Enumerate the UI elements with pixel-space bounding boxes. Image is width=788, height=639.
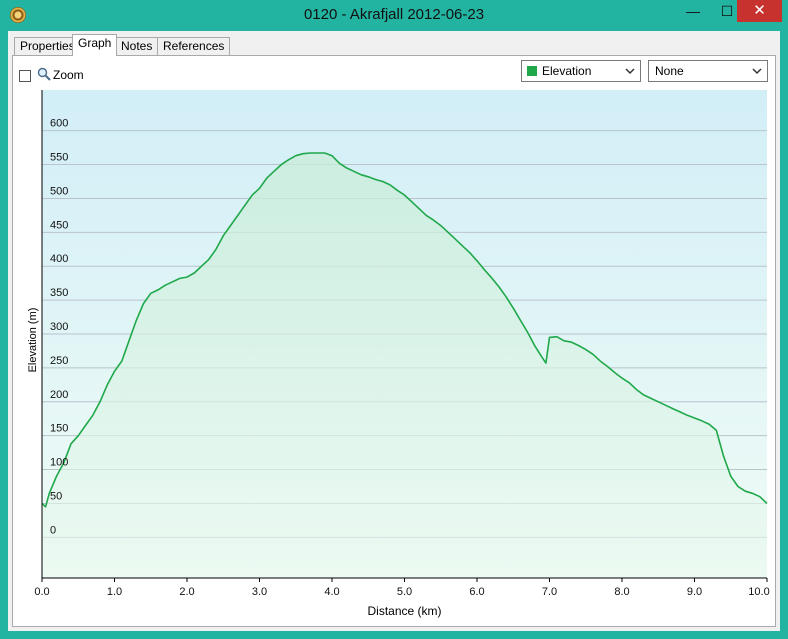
y-tick-label: 500 <box>50 185 68 197</box>
y-tick-label: 0 <box>50 524 56 536</box>
maximize-button[interactable]: ☐ <box>720 3 734 19</box>
y-tick-label: 600 <box>50 118 68 130</box>
title-bar[interactable]: 0120 - Akrafjall 2012-06-23 — ☐ ✕ <box>0 0 788 30</box>
y-tick-label: 350 <box>50 287 68 299</box>
y-tick-label: 450 <box>50 219 68 231</box>
app-logo-icon <box>10 7 26 23</box>
minimize-button[interactable]: — <box>686 3 700 19</box>
chevron-down-icon <box>752 68 762 75</box>
x-axis-label: Distance (km) <box>367 604 441 618</box>
y-tick-label: 50 <box>50 490 62 502</box>
x-tick-label: 9.0 <box>687 586 702 598</box>
elevation-color-swatch <box>527 66 537 76</box>
zoom-label: Zoom <box>53 68 84 82</box>
y-tick-label: 250 <box>50 355 68 367</box>
x-tick-label: 8.0 <box>614 586 629 598</box>
window-title: 0120 - Akrafjall 2012-06-23 <box>303 6 485 23</box>
y-tick-label: 400 <box>50 253 68 265</box>
elevation-area <box>42 153 767 578</box>
primary-series-value: Elevation <box>542 64 592 78</box>
magnifier-icon <box>37 67 51 81</box>
y-tick-label: 550 <box>50 152 68 164</box>
tab-references[interactable]: References <box>157 37 231 55</box>
y-axis-label: Elevation (m) <box>27 308 39 373</box>
elevation-line <box>41 152 768 508</box>
x-tick-label: 3.0 <box>252 586 267 598</box>
secondary-series-select[interactable]: None <box>648 60 768 82</box>
primary-series-select[interactable]: Elevation <box>521 60 641 82</box>
x-tick-label: 0.0 <box>34 586 49 598</box>
x-tick-label: 2.0 <box>179 586 194 598</box>
x-tick-label: 4.0 <box>324 586 339 598</box>
x-tick-label: 10.0 <box>748 586 769 598</box>
x-tick-label: 1.0 <box>107 586 122 598</box>
x-tick-label: 6.0 <box>469 586 484 598</box>
tab-graph[interactable]: Graph <box>72 34 118 56</box>
close-button[interactable]: ✕ <box>737 0 782 22</box>
x-tick-label: 5.0 <box>397 586 412 598</box>
x-tick-label: 7.0 <box>542 586 557 598</box>
zoom-checkbox[interactable] <box>19 70 31 82</box>
secondary-series-value: None <box>655 64 684 78</box>
tab-notes[interactable]: Notes <box>115 37 159 55</box>
y-tick-label: 100 <box>50 457 68 469</box>
y-tick-label: 150 <box>50 423 68 435</box>
y-tick-label: 300 <box>50 321 68 333</box>
y-tick-label: 200 <box>50 389 68 401</box>
chevron-down-icon <box>625 68 635 75</box>
